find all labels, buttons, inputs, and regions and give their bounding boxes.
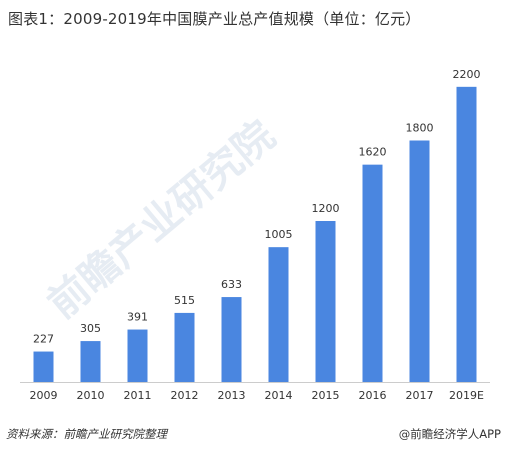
footer: 资料来源：前瞻产业研究院整理 @前瞻经济学人APP: [6, 426, 501, 446]
bar-2019E: [456, 86, 477, 382]
bar-2011: [127, 329, 148, 382]
bar-2016: [362, 164, 383, 382]
bar-2015: [315, 221, 336, 382]
bar-2012: [174, 312, 195, 382]
data-label-2015: 1200: [312, 202, 340, 215]
chart-title: 图表1：2009-2019年中国膜产业总产值规模（单位：亿元）: [8, 10, 421, 28]
data-label-2016: 1620: [359, 146, 387, 159]
data-label-2013: 633: [221, 278, 242, 291]
bar-2014: [268, 247, 289, 382]
brand-credit: @前瞻经济学人APP: [398, 427, 501, 441]
bar-2013: [221, 297, 242, 382]
data-label-2019E: 2200: [453, 68, 481, 81]
data-label-2010: 305: [80, 322, 101, 335]
data-label-2012: 515: [174, 294, 195, 307]
x-tick-label-2012: 2012: [171, 389, 199, 402]
x-tick-label-2015: 2015: [312, 389, 340, 402]
bar-2009: [33, 351, 54, 382]
watermark: 前瞻产业研究院: [40, 112, 284, 327]
source-note: 资料来源：前瞻产业研究院整理: [6, 427, 167, 441]
x-tick-label-2011: 2011: [124, 389, 152, 402]
x-tick-label-2019E: 2019E: [449, 389, 484, 402]
data-label-2017: 1800: [406, 122, 434, 135]
x-tick-label-2009: 2009: [30, 389, 58, 402]
bar-2017: [409, 140, 430, 382]
data-label-2014: 1005: [265, 228, 293, 241]
x-tick-label-2010: 2010: [77, 389, 105, 402]
bar-2010: [80, 341, 101, 382]
x-tick-label-2016: 2016: [359, 389, 387, 402]
x-tick-label-2013: 2013: [218, 389, 246, 402]
data-label-2009: 227: [33, 333, 54, 346]
data-label-2011: 391: [127, 311, 148, 324]
x-tick-label-2017: 2017: [406, 389, 434, 402]
x-tick-label-2014: 2014: [265, 389, 293, 402]
